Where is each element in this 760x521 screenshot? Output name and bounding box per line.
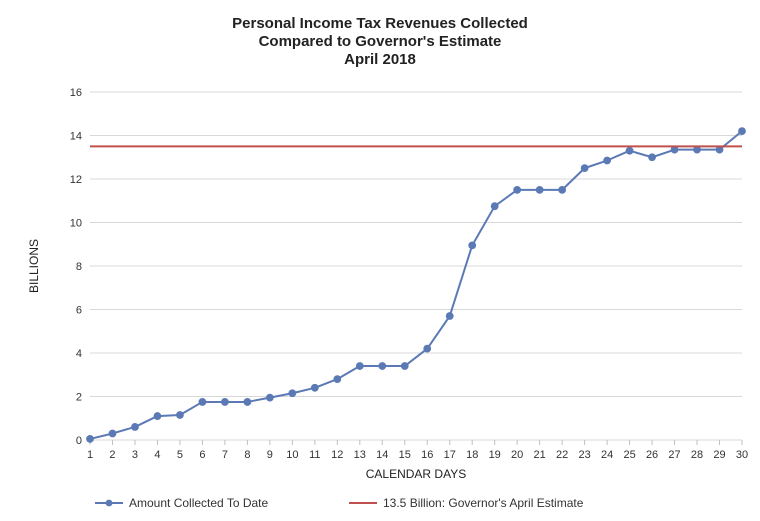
y-tick-label: 6 — [76, 305, 82, 317]
x-tick-label: 2 — [109, 449, 115, 461]
y-tick-label: 0 — [76, 435, 82, 447]
x-tick-label: 24 — [601, 449, 613, 461]
data-marker — [649, 154, 656, 161]
y-tick-label: 2 — [76, 392, 82, 404]
chart-title-line: April 2018 — [344, 51, 416, 68]
x-tick-label: 30 — [736, 449, 748, 461]
y-tick-label: 4 — [76, 348, 82, 360]
data-marker — [739, 128, 746, 135]
data-marker — [536, 186, 543, 193]
data-marker — [379, 363, 386, 370]
x-tick-label: 25 — [623, 449, 635, 461]
legend-marker-icon — [106, 500, 113, 507]
chart-background — [0, 0, 760, 521]
legend-label: 13.5 Billion: Governor's April Estimate — [383, 496, 584, 510]
data-marker — [221, 399, 228, 406]
data-marker — [87, 436, 94, 443]
y-tick-label: 8 — [76, 261, 82, 273]
x-tick-label: 7 — [222, 449, 228, 461]
data-marker — [244, 399, 251, 406]
x-tick-label: 4 — [154, 449, 160, 461]
x-tick-label: 23 — [578, 449, 590, 461]
chart-title-line: Personal Income Tax Revenues Collected — [232, 15, 528, 32]
y-tick-label: 10 — [70, 218, 82, 230]
data-marker — [311, 384, 318, 391]
data-marker — [154, 413, 161, 420]
x-tick-label: 14 — [376, 449, 388, 461]
x-tick-label: 28 — [691, 449, 703, 461]
data-marker — [626, 147, 633, 154]
x-tick-label: 22 — [556, 449, 568, 461]
y-tick-label: 12 — [70, 174, 82, 186]
x-tick-label: 17 — [444, 449, 456, 461]
chart-container: Personal Income Tax Revenues CollectedCo… — [0, 0, 760, 521]
x-tick-label: 1 — [87, 449, 93, 461]
x-tick-label: 10 — [286, 449, 298, 461]
y-tick-label: 14 — [70, 131, 82, 143]
data-marker — [266, 394, 273, 401]
x-tick-label: 18 — [466, 449, 478, 461]
x-tick-label: 29 — [713, 449, 725, 461]
data-marker — [559, 186, 566, 193]
y-tick-label: 16 — [70, 87, 82, 99]
data-marker — [356, 363, 363, 370]
legend-label: Amount Collected To Date — [129, 496, 269, 510]
data-marker — [289, 390, 296, 397]
data-marker — [199, 399, 206, 406]
x-tick-label: 9 — [267, 449, 273, 461]
x-tick-label: 15 — [399, 449, 411, 461]
data-marker — [424, 345, 431, 352]
x-tick-label: 12 — [331, 449, 343, 461]
x-tick-label: 11 — [309, 449, 320, 461]
data-marker — [491, 203, 498, 210]
x-tick-label: 27 — [668, 449, 680, 461]
x-tick-label: 20 — [511, 449, 523, 461]
data-marker — [177, 412, 184, 419]
y-axis-label: BILLIONS — [27, 239, 41, 293]
x-axis-label: CALENDAR DAYS — [366, 467, 466, 481]
data-marker — [109, 430, 116, 437]
x-tick-label: 5 — [177, 449, 183, 461]
data-marker — [581, 165, 588, 172]
x-tick-label: 13 — [354, 449, 366, 461]
data-marker — [132, 424, 139, 431]
x-tick-label: 3 — [132, 449, 138, 461]
chart-svg: Personal Income Tax Revenues CollectedCo… — [0, 0, 760, 521]
x-tick-label: 6 — [199, 449, 205, 461]
x-tick-label: 21 — [534, 449, 546, 461]
x-tick-label: 16 — [421, 449, 433, 461]
x-tick-label: 19 — [489, 449, 501, 461]
data-marker — [334, 376, 341, 383]
data-marker — [446, 313, 453, 320]
x-tick-label: 26 — [646, 449, 658, 461]
data-marker — [401, 363, 408, 370]
x-tick-label: 8 — [244, 449, 250, 461]
data-marker — [514, 186, 521, 193]
chart-title-line: Compared to Governor's Estimate — [259, 33, 502, 50]
data-marker — [604, 157, 611, 164]
data-marker — [469, 242, 476, 249]
